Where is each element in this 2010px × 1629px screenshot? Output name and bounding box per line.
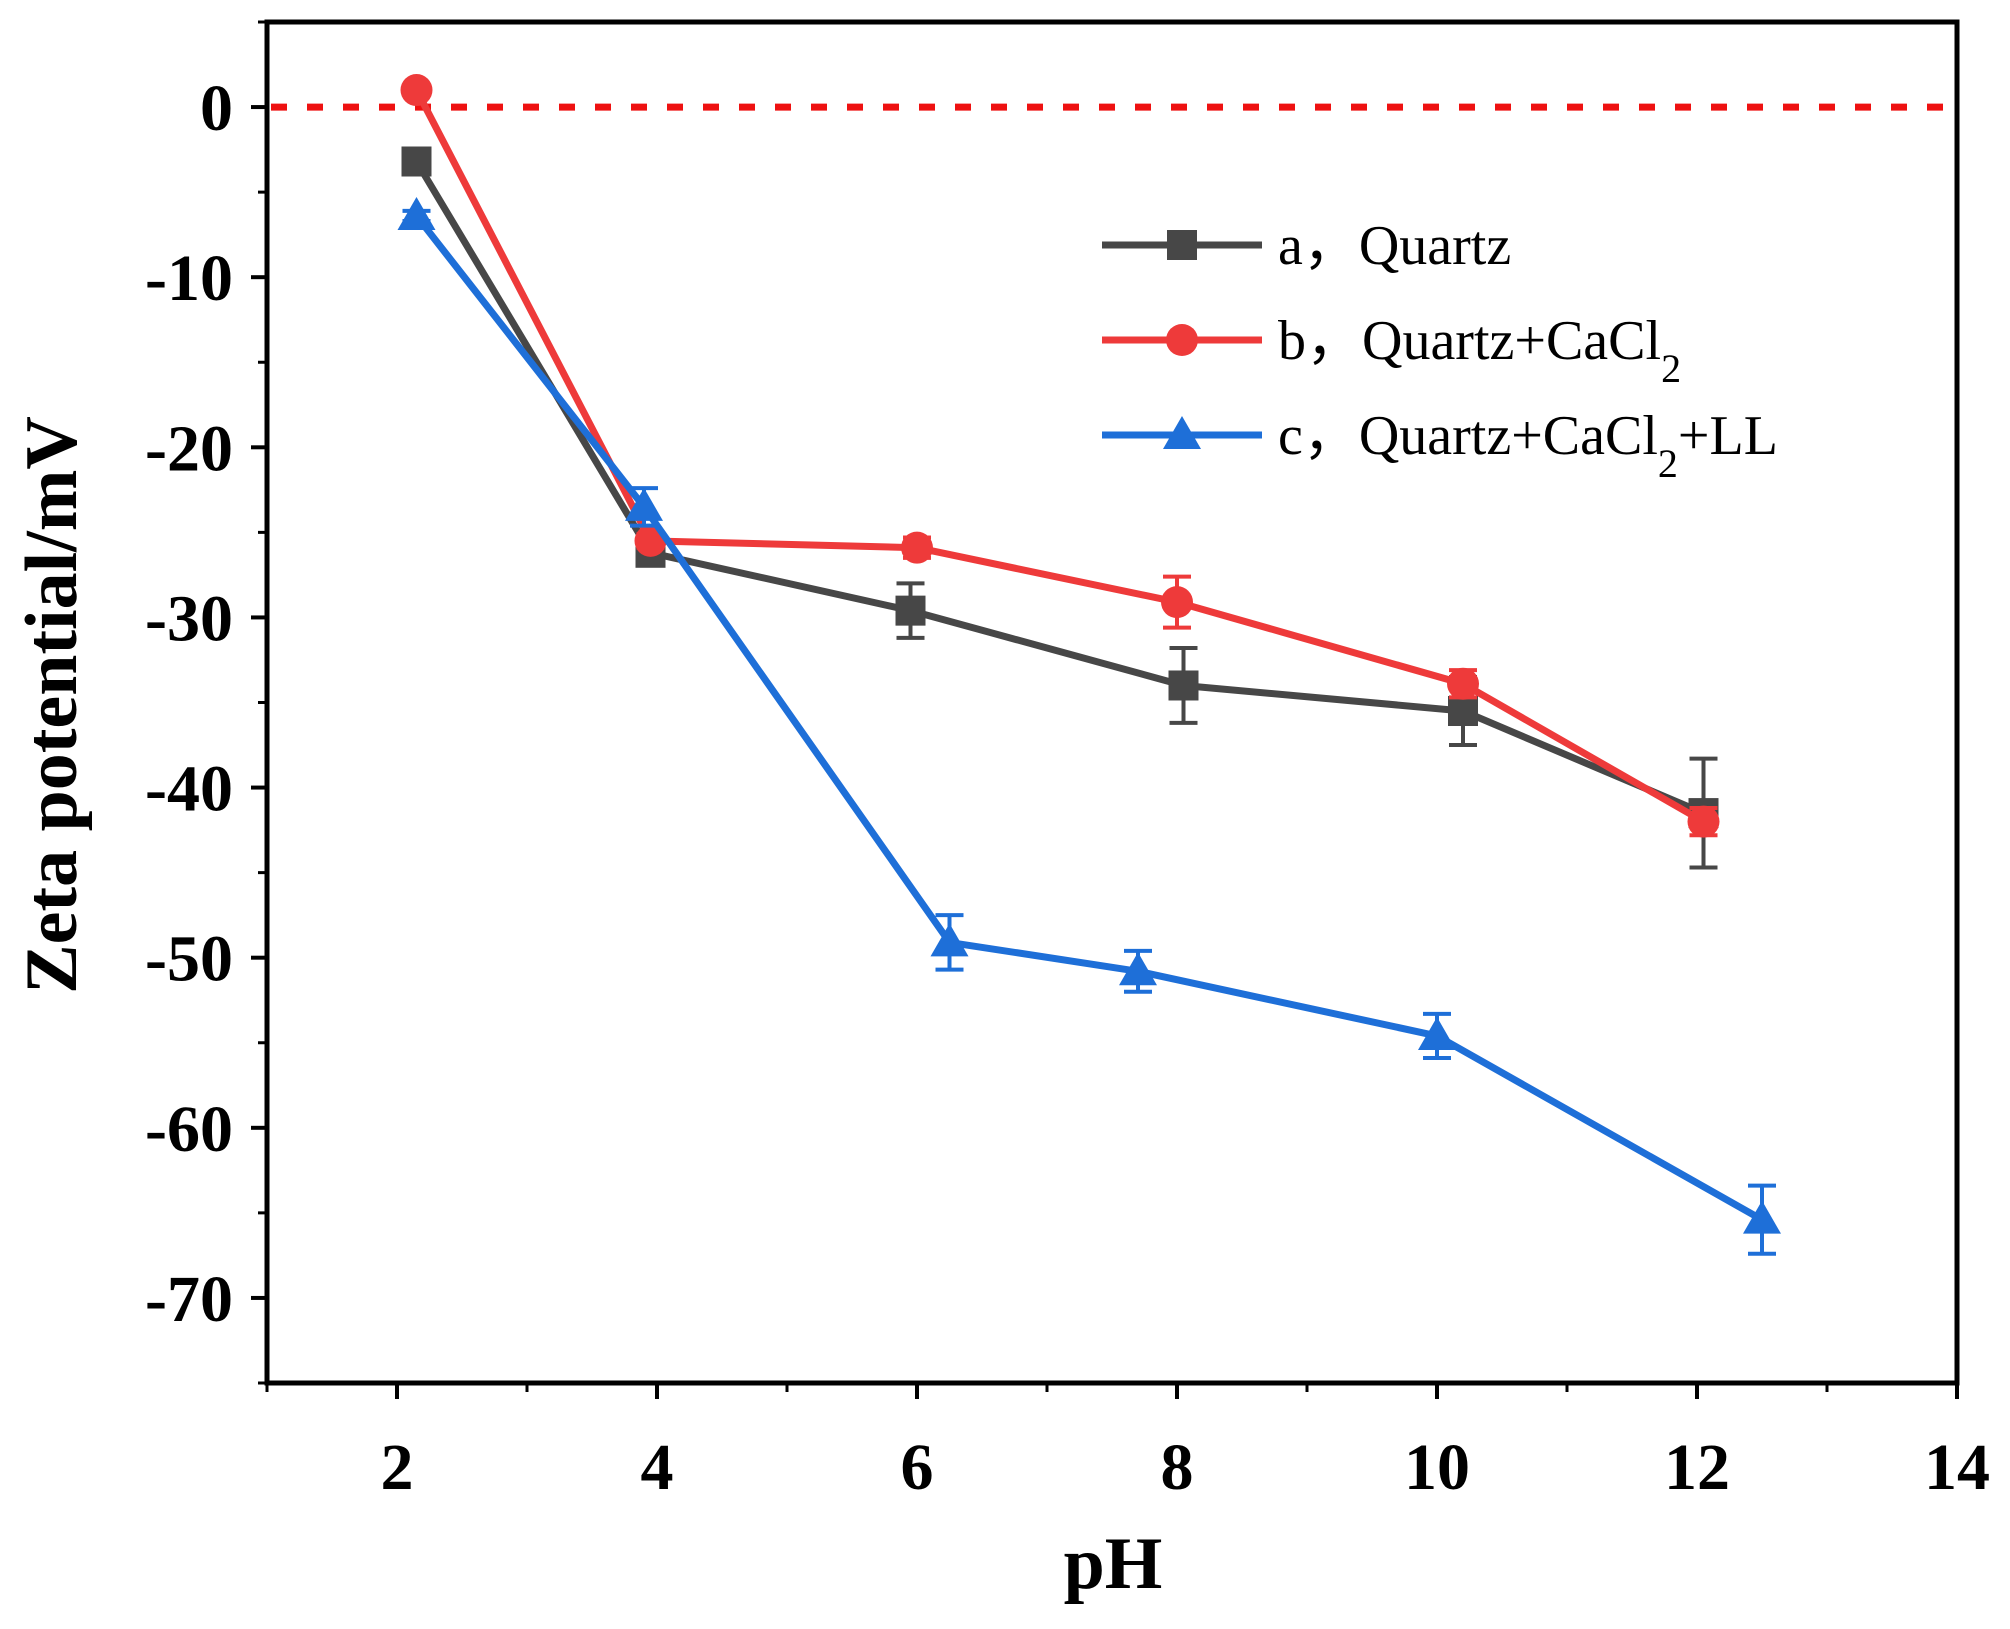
legend-item-1: a，Quartz xyxy=(1102,215,1511,277)
legend-marker xyxy=(1166,324,1198,356)
x-tick-label: 14 xyxy=(1924,1431,1990,1504)
legend-label: c，Quartz+CaCl2+LL xyxy=(1278,405,1778,486)
data-point xyxy=(1161,586,1193,619)
y-tick-label: -40 xyxy=(145,753,233,826)
data-point xyxy=(401,146,432,177)
y-tick-label: -30 xyxy=(145,582,233,655)
legend-item-2: b，Quartz+CaCl2 xyxy=(1102,310,1681,391)
data-point xyxy=(1743,1200,1781,1234)
series-layer xyxy=(397,74,1781,1256)
legend-suffix: +LL xyxy=(1678,405,1778,467)
data-point xyxy=(1168,670,1199,701)
data-point xyxy=(930,923,969,957)
data-point xyxy=(1687,805,1720,838)
y-tick-label: -20 xyxy=(145,412,233,485)
x-tick-label: 8 xyxy=(1161,1431,1194,1504)
legend-item-3: c，Quartz+CaCl2+LL xyxy=(1102,405,1778,486)
legend-marker xyxy=(1167,230,1197,260)
legend-prefix: b， xyxy=(1278,310,1362,372)
legend-name: Quartz xyxy=(1359,215,1511,277)
data-point xyxy=(895,595,926,626)
x-tick-label: 4 xyxy=(641,1431,674,1504)
series-line xyxy=(413,159,1705,817)
legend-label: b，Quartz+CaCl2 xyxy=(1278,310,1681,391)
x-tick-label: 2 xyxy=(381,1431,414,1504)
legend-prefix: c， xyxy=(1278,405,1359,467)
x-tick-label: 6 xyxy=(901,1431,934,1504)
y-tick-label: -10 xyxy=(145,242,233,315)
x-tick-label: 10 xyxy=(1404,1431,1470,1504)
legend-marker xyxy=(1163,416,1201,449)
y-axis-title: Zeta potential/mV xyxy=(11,416,93,994)
legend-label: a，Quartz xyxy=(1278,215,1511,277)
data-point xyxy=(397,196,436,230)
data-point xyxy=(1418,1016,1456,1050)
legend-subscript: 2 xyxy=(1658,441,1678,486)
legend-name: Quartz+CaCl xyxy=(1362,310,1661,372)
data-point xyxy=(400,74,433,107)
series-3 xyxy=(397,196,1781,1256)
data-point xyxy=(901,531,933,564)
legend-name: Quartz+CaCl xyxy=(1359,405,1658,467)
data-point xyxy=(1448,696,1478,727)
axes-layer: 2 4 6 8 10 12 14 0 -10 -20 -30 -40 -50 -60 -70 xyxy=(145,19,1990,1504)
x-tick-label: 12 xyxy=(1664,1431,1730,1504)
data-point xyxy=(1447,667,1479,700)
legend-prefix: a， xyxy=(1278,215,1359,277)
y-tick-label: -50 xyxy=(145,923,233,996)
y-tick-label: -70 xyxy=(145,1263,233,1336)
data-point xyxy=(625,487,663,521)
y-tick-label: 0 xyxy=(200,72,233,145)
x-axis-title: pH xyxy=(1064,1523,1163,1605)
series-line xyxy=(413,213,1764,1223)
data-point xyxy=(1119,952,1157,986)
y-tick-label: -60 xyxy=(145,1093,233,1166)
legend-subscript: 2 xyxy=(1661,346,1681,391)
